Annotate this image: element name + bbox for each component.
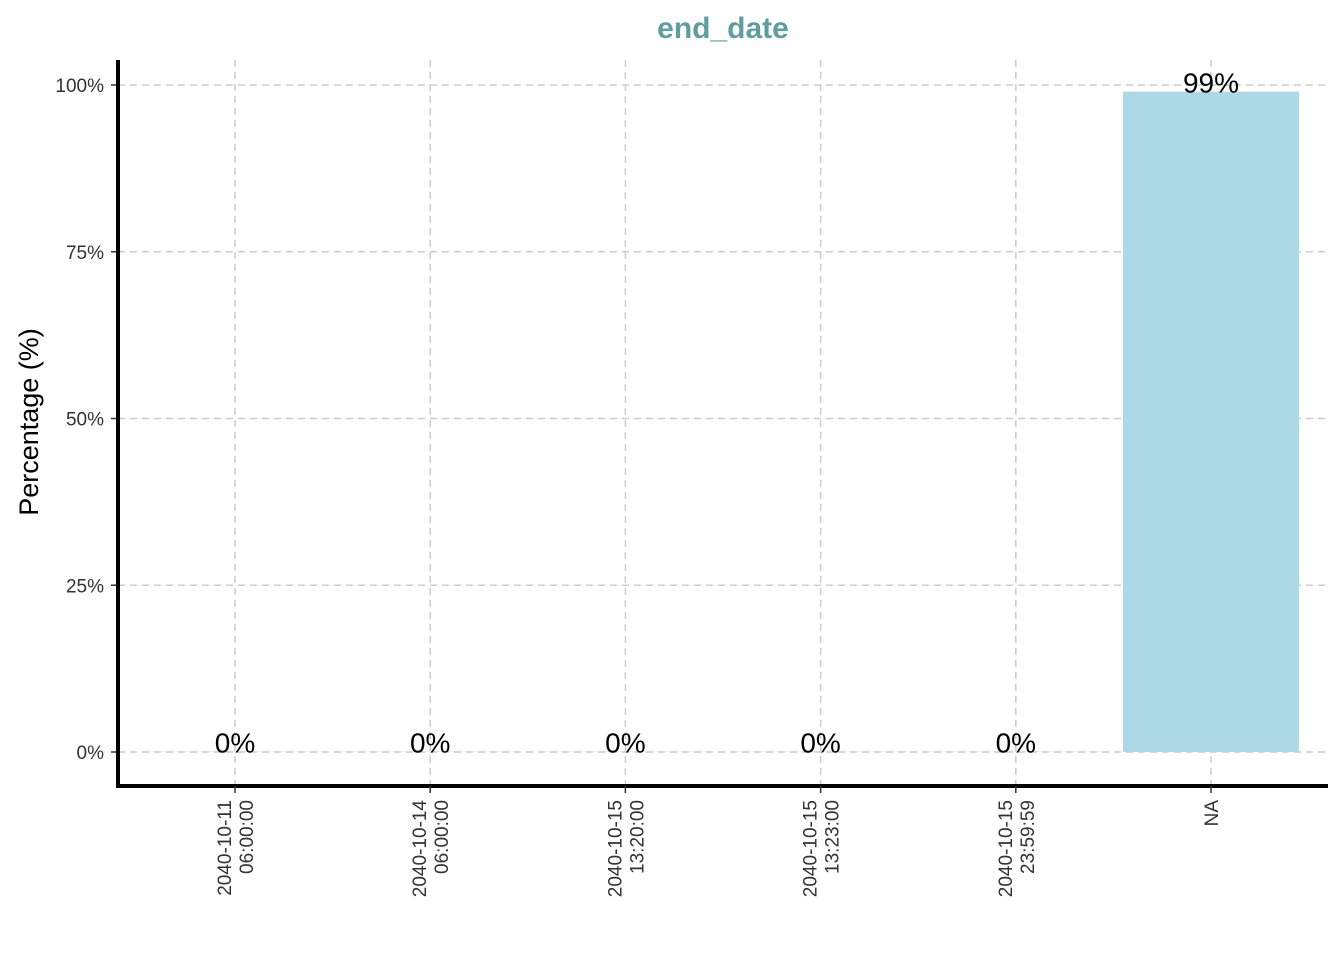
y-tick-label: 25% (66, 576, 104, 597)
x-tick-label: 2040-10-14 06:00:00 (410, 800, 453, 898)
data-label: 0% (605, 728, 645, 759)
x-tick-label-line: NA (1202, 800, 1223, 827)
x-tick-label-line: 2040-10-15 (996, 800, 1017, 897)
y-tick-label: 75% (66, 243, 104, 264)
x-tick-label-line: 2040-10-15 (605, 800, 626, 897)
x-tick-label: 2040-10-15 23:59:59 (996, 800, 1039, 897)
data-label: 99% (1183, 68, 1239, 99)
data-label: 0% (215, 728, 255, 759)
y-tick-label: 50% (66, 410, 104, 431)
x-tick-label-line: 2040-10-15 (801, 800, 822, 897)
x-tick-label-line: 2040-10-11 (215, 800, 236, 896)
x-tick-label-line: 2040-10-14 (410, 800, 431, 898)
data-label: 0% (410, 728, 450, 759)
x-tick-label-line: 13:23:00 (823, 800, 844, 874)
axes: 0%25%50%75%100%2040-10-11 06:00:00 2040-10… (55, 60, 1328, 897)
x-tick-label-line: 23:59:59 (1018, 800, 1039, 874)
y-tick-label: 0% (77, 743, 105, 764)
x-tick-label: 2040-10-11 06:00:00 (215, 800, 258, 896)
data-label: 0% (996, 728, 1036, 759)
data-labels: 0% 0% 0% 0% 0% 99% (215, 68, 1239, 759)
bars (147, 91, 1299, 753)
x-tick-label-line: 13:20:00 (627, 800, 648, 874)
x-tick-label: 2040-10-15 13:20:00 (605, 800, 648, 897)
bar (1123, 91, 1299, 753)
x-tick-label: NA (1202, 800, 1223, 827)
data-label: 0% (800, 728, 840, 759)
x-tick-label-line: 06:00:00 (432, 800, 453, 874)
chart-title: end_date (657, 12, 789, 45)
x-tick-label-line: 06:00:00 (237, 800, 258, 874)
y-tick-label: 100% (55, 76, 104, 97)
y-axis-label: Percentage (%) (14, 328, 44, 516)
x-tick-label: 2040-10-15 13:23:00 (801, 800, 844, 897)
